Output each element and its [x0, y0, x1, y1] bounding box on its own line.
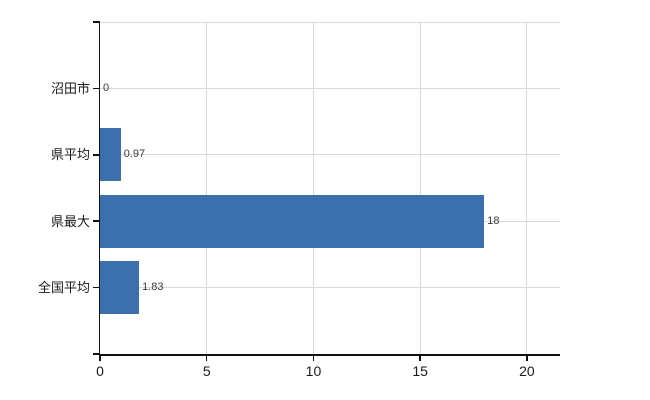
category-label: 全国平均: [37, 280, 90, 296]
value-label: 0.97: [123, 148, 146, 161]
gridline-vertical: [526, 22, 528, 354]
x-tick-mark: [205, 354, 208, 361]
gridline-horizontal: [100, 287, 560, 289]
x-tick-mark: [99, 354, 101, 361]
value-label: 18: [487, 214, 500, 227]
category-label: 県平均: [50, 147, 90, 163]
x-tick-label: 0: [96, 363, 104, 379]
y-tick-mark: [93, 286, 100, 289]
y-tick-mark: [93, 220, 100, 222]
x-tick-mark: [526, 354, 528, 361]
gridline-vertical: [312, 22, 314, 354]
gridline-horizontal: [100, 154, 560, 156]
gridline-horizontal: [100, 87, 560, 89]
x-tick-label: 10: [305, 363, 322, 379]
plot-top-border: [100, 22, 560, 23]
gridline-vertical: [419, 22, 421, 354]
y-axis-line: [98, 22, 100, 355]
bar: [100, 128, 121, 182]
x-tick-label: 5: [202, 363, 211, 379]
value-label: 0: [103, 81, 110, 94]
bar: [100, 261, 140, 315]
gridline-vertical: [206, 22, 208, 354]
x-axis-line: [98, 354, 560, 356]
y-tick-mark: [93, 21, 100, 23]
category-label: 沼田市: [50, 80, 90, 96]
y-tick-mark: [93, 87, 100, 90]
x-tick-label: 15: [412, 363, 428, 379]
x-tick-label: 20: [519, 363, 535, 379]
x-tick-mark: [312, 354, 315, 361]
x-tick-mark: [419, 354, 421, 361]
category-label: 県最大: [50, 213, 90, 229]
y-tick-mark: [93, 353, 100, 355]
bar: [100, 194, 485, 248]
value-label: 1.83: [142, 281, 164, 294]
y-tick-mark: [93, 154, 100, 156]
